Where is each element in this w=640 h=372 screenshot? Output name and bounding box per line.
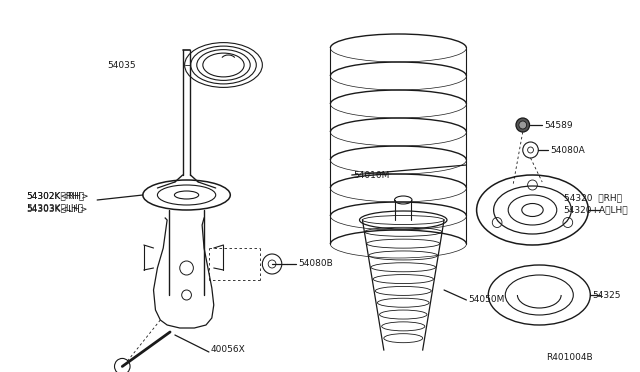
- Text: 54325: 54325: [593, 291, 621, 299]
- Text: 54302K〈RH〉: 54302K〈RH〉: [26, 192, 84, 201]
- Text: 54010M: 54010M: [354, 170, 390, 180]
- Circle shape: [516, 118, 529, 132]
- Text: 54035: 54035: [107, 61, 136, 70]
- Text: 54303K<LH>: 54303K<LH>: [26, 205, 88, 214]
- Text: 54080A: 54080A: [550, 145, 585, 154]
- Circle shape: [519, 121, 527, 129]
- Text: 54302K<RH>: 54302K<RH>: [26, 192, 89, 201]
- Text: 54589: 54589: [544, 121, 573, 129]
- Text: 54320  〈RH〉: 54320 〈RH〉: [564, 193, 621, 202]
- Text: 54320+A〈LH〉: 54320+A〈LH〉: [564, 205, 628, 215]
- Text: 40056X: 40056X: [211, 346, 246, 355]
- Text: R401004B: R401004B: [546, 353, 593, 362]
- Text: 54080B: 54080B: [298, 260, 333, 269]
- Text: 54303K〈LH〉: 54303K〈LH〉: [26, 203, 83, 212]
- Text: 54050M: 54050M: [468, 295, 505, 305]
